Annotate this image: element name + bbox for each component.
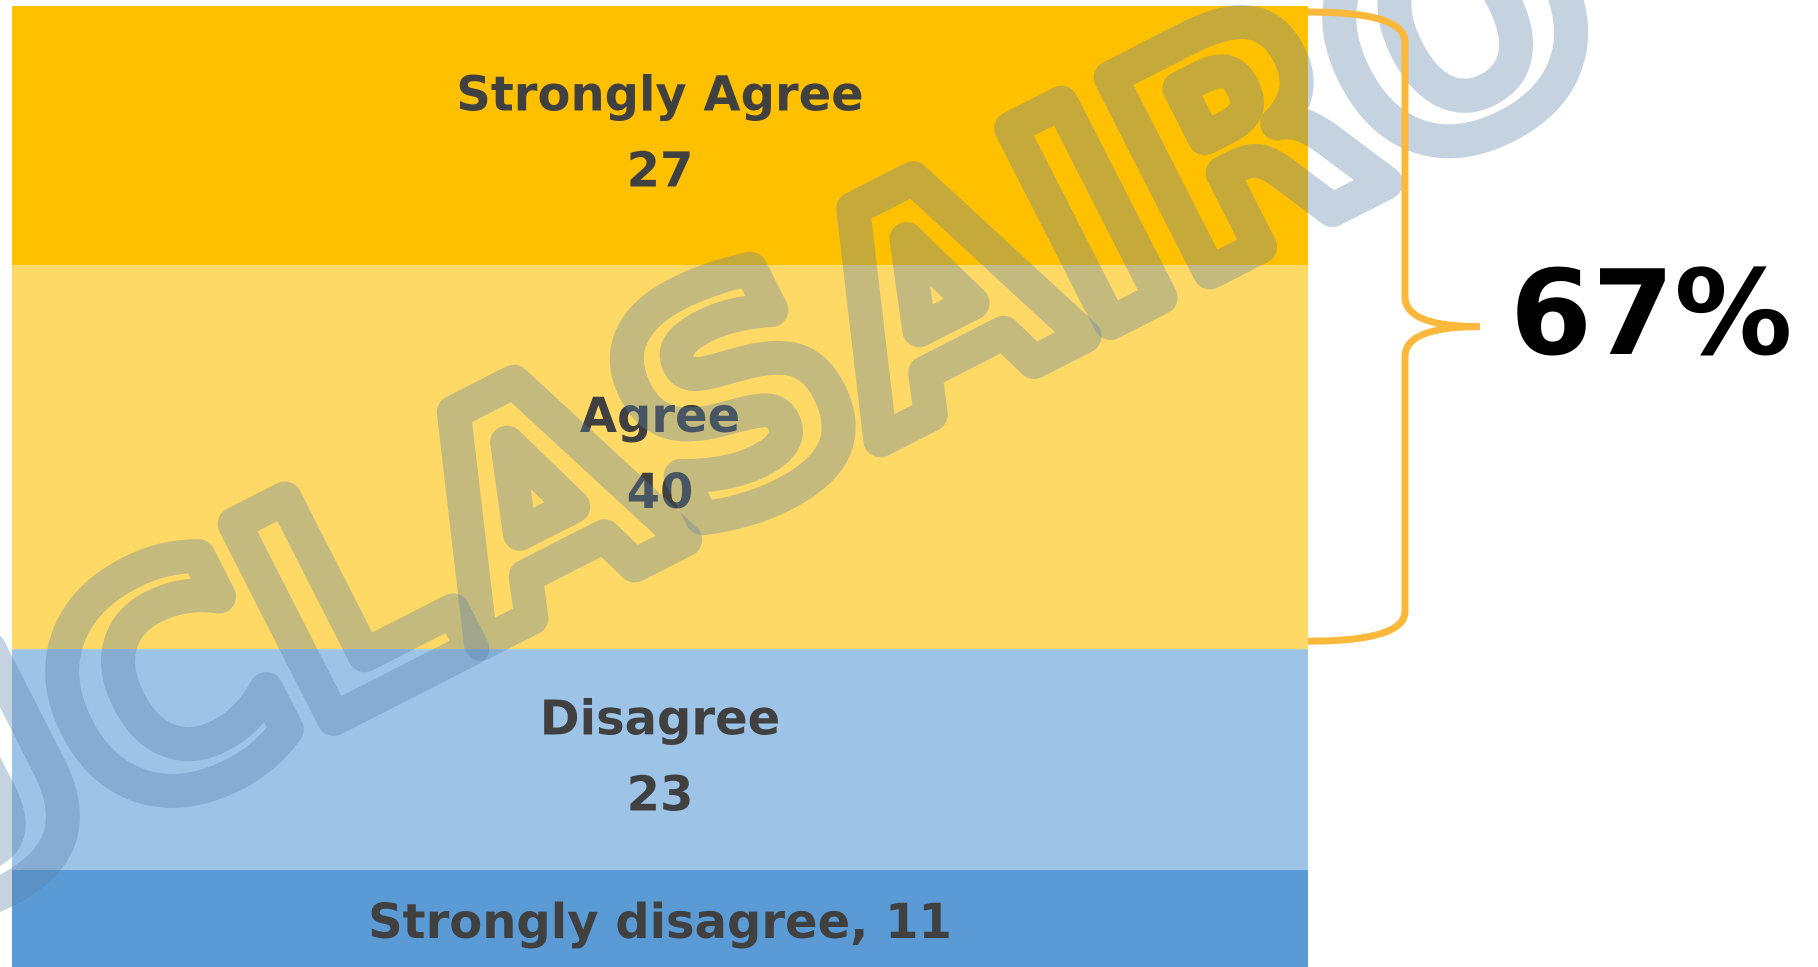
value-label: 23 [627, 767, 694, 823]
category-label: Strongly disagree [368, 894, 850, 950]
value-label: 11 [885, 894, 952, 950]
bar-segment [12, 6, 1308, 266]
bar-segment [12, 265, 1308, 650]
category-label: Agree [580, 388, 740, 444]
category-label: Disagree [540, 691, 780, 747]
data-label: Strongly disagree, 11 [368, 894, 952, 950]
annotation: 67% [1510, 244, 1792, 382]
value-label: 27 [627, 143, 694, 199]
bar-segment [12, 649, 1308, 870]
brace [1307, 8, 1481, 645]
category-label: Strongly Agree [456, 67, 863, 123]
label-separator: , [850, 894, 885, 950]
value-label: 40 [627, 464, 694, 520]
bar-segment [12, 870, 1308, 967]
